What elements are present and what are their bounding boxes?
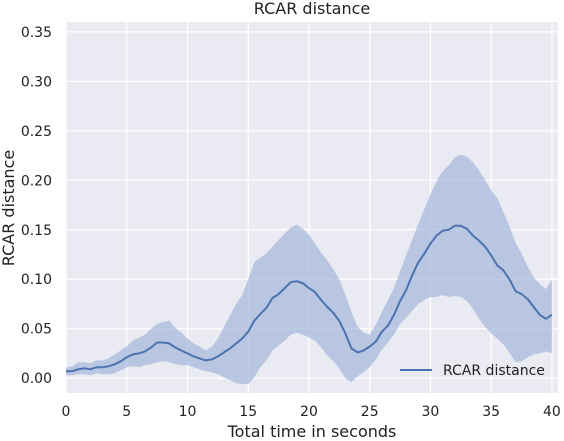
y-tick-label: 0.25 bbox=[21, 124, 52, 140]
x-tick-label: 15 bbox=[239, 404, 257, 420]
x-axis-label: Total time in seconds bbox=[227, 422, 397, 441]
y-tick-labels: 0.00 0.05 0.10 0.15 0.20 0.25 0.30 0.35 bbox=[21, 25, 52, 387]
x-tick-label: 10 bbox=[179, 404, 197, 420]
x-tick-label: 20 bbox=[300, 404, 318, 420]
y-tick-label: 0.10 bbox=[21, 272, 52, 288]
y-tick-label: 0.05 bbox=[21, 322, 52, 338]
x-tick-labels: 0 5 10 15 20 25 30 35 40 bbox=[62, 404, 561, 420]
y-tick-label: 0.35 bbox=[21, 25, 52, 41]
x-tick-label: 25 bbox=[361, 404, 379, 420]
legend-label: RCAR distance bbox=[443, 363, 545, 379]
legend: RCAR distance bbox=[400, 363, 545, 379]
y-tick-label: 0.20 bbox=[21, 173, 52, 189]
confidence-band bbox=[66, 154, 552, 385]
x-tick-label: 35 bbox=[482, 404, 500, 420]
x-tick-label: 0 bbox=[62, 404, 71, 420]
series-line-rcar-distance bbox=[66, 224, 553, 373]
y-tick-label: 0.30 bbox=[21, 74, 52, 90]
chart-title: RCAR distance bbox=[254, 0, 370, 18]
y-tick-label: 0.15 bbox=[21, 223, 52, 239]
x-tick-label: 5 bbox=[122, 404, 131, 420]
y-axis-label: RCAR distance bbox=[0, 150, 18, 266]
x-tick-label: 30 bbox=[422, 404, 440, 420]
y-tick-label: 0.00 bbox=[21, 371, 52, 387]
x-tick-label: 40 bbox=[543, 404, 561, 420]
